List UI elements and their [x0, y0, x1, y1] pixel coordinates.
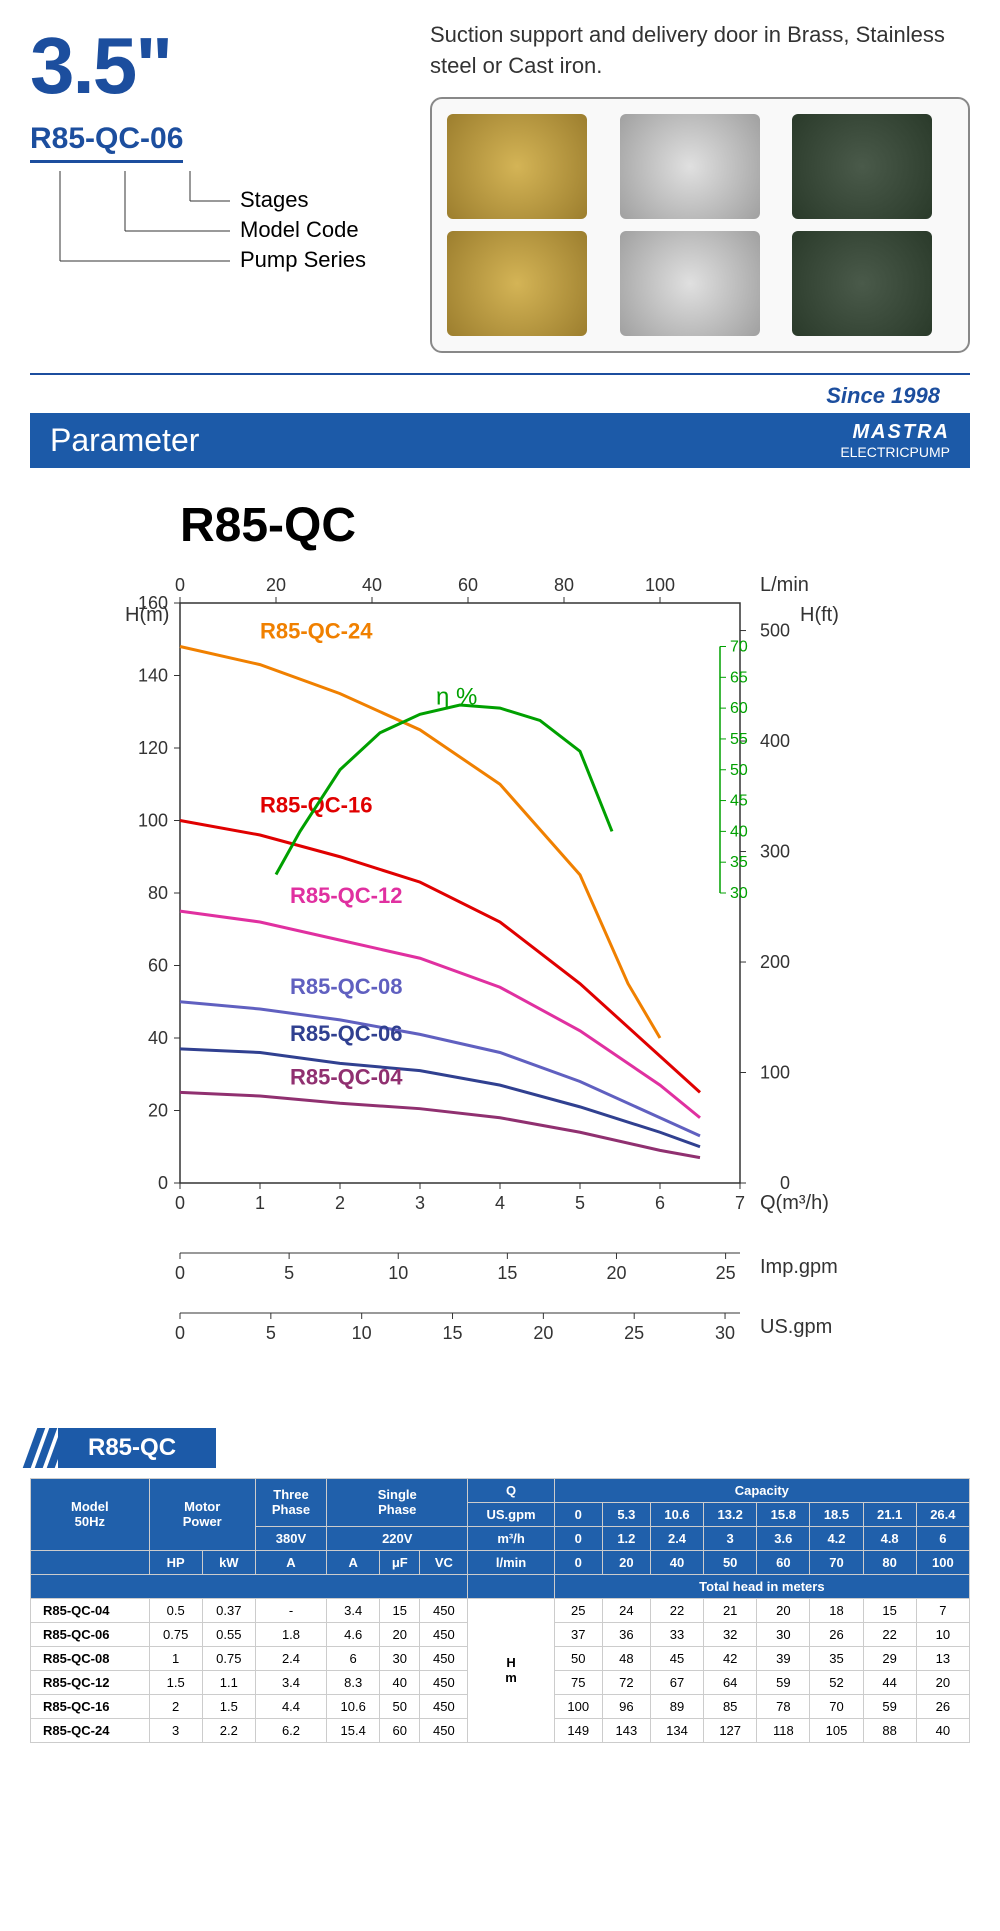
svg-text:55: 55	[730, 731, 748, 748]
since-label: Since 1998	[30, 373, 970, 413]
svg-text:6: 6	[655, 1193, 665, 1213]
svg-text:40: 40	[362, 575, 382, 595]
svg-text:0: 0	[175, 1263, 185, 1283]
svg-text:R85-QC-04: R85-QC-04	[290, 1064, 403, 1089]
svg-text:120: 120	[138, 738, 168, 758]
chart-section: R85-QC 020406080100120140160H(m)02040608…	[0, 468, 1000, 1418]
svg-text:80: 80	[148, 883, 168, 903]
svg-text:3: 3	[415, 1193, 425, 1213]
svg-text:0: 0	[175, 1193, 185, 1213]
right-header: Suction support and delivery door in Bra…	[430, 20, 970, 353]
performance-chart: 020406080100120140160H(m)020406080100L/m…	[80, 563, 920, 1383]
svg-text:35: 35	[730, 854, 748, 871]
svg-text:20: 20	[148, 1100, 168, 1120]
svg-text:10: 10	[388, 1263, 408, 1283]
svg-text:100: 100	[645, 575, 675, 595]
svg-text:5: 5	[575, 1193, 585, 1213]
svg-text:R85-QC-24: R85-QC-24	[260, 618, 373, 643]
product-steel-bottom	[620, 231, 760, 336]
breakdown-diagram: Stages Model Code Pump Series	[30, 171, 390, 291]
svg-text:7: 7	[735, 1193, 745, 1213]
svg-text:10: 10	[352, 1323, 372, 1343]
svg-text:5: 5	[266, 1323, 276, 1343]
model-breakdown: Stages Model Code Pump Series	[30, 171, 390, 297]
svg-text:R85-QC-06: R85-QC-06	[290, 1020, 402, 1045]
svg-text:H(ft): H(ft)	[800, 604, 839, 626]
svg-text:400: 400	[760, 731, 790, 751]
product-brass-top	[447, 114, 587, 219]
svg-text:R85-QC-12: R85-QC-12	[290, 883, 402, 908]
svg-text:80: 80	[554, 575, 574, 595]
size-label: 3.5"	[30, 20, 390, 112]
svg-text:US.gpm: US.gpm	[760, 1316, 832, 1338]
svg-text:0: 0	[780, 1173, 790, 1193]
left-header: 3.5" R85-QC-06 Stages Model Code Pump Se…	[30, 20, 390, 353]
svg-text:0: 0	[175, 575, 185, 595]
svg-text:200: 200	[760, 952, 790, 972]
product-steel-top	[620, 114, 760, 219]
svg-text:140: 140	[138, 665, 168, 685]
svg-text:R85-QC-08: R85-QC-08	[290, 973, 402, 998]
svg-text:30: 30	[715, 1323, 735, 1343]
brand-name: MASTRA	[840, 421, 950, 444]
svg-text:100: 100	[138, 810, 168, 830]
breakdown-series: Pump Series	[240, 247, 366, 272]
table-header-bar: R85-QC	[30, 1428, 970, 1468]
product-iron-top	[792, 114, 932, 219]
table-section: R85-QC Model50HzMotorPowerThreePhaseSing…	[0, 1418, 1000, 1773]
svg-text:60: 60	[148, 955, 168, 975]
svg-text:4: 4	[495, 1193, 505, 1213]
spec-table: Model50HzMotorPowerThreePhaseSinglePhase…	[30, 1478, 970, 1743]
svg-text:30: 30	[730, 885, 748, 902]
svg-text:15: 15	[443, 1323, 463, 1343]
model-code-title: R85-QC-06	[30, 122, 183, 163]
svg-text:50: 50	[730, 761, 748, 778]
svg-text:20: 20	[266, 575, 286, 595]
materials-title: Suction support and delivery door in Bra…	[430, 20, 970, 82]
svg-text:0: 0	[175, 1323, 185, 1343]
brand-sub: ELECTRICPUMP	[840, 444, 950, 460]
svg-text:2: 2	[335, 1193, 345, 1213]
svg-text:70: 70	[730, 638, 748, 655]
svg-text:0: 0	[158, 1173, 168, 1193]
svg-text:60: 60	[458, 575, 478, 595]
header-section: 3.5" R85-QC-06 Stages Model Code Pump Se…	[0, 0, 1000, 373]
svg-text:60: 60	[730, 700, 748, 717]
product-grid	[430, 97, 970, 353]
parameter-title: Parameter	[50, 422, 840, 459]
svg-text:L/min: L/min	[760, 574, 809, 596]
brand-logo: MASTRA ELECTRICPUMP	[840, 421, 950, 460]
svg-text:65: 65	[730, 669, 748, 686]
svg-text:Q(m³/h): Q(m³/h)	[760, 1192, 829, 1214]
table-header-label: R85-QC	[58, 1428, 216, 1468]
svg-text:500: 500	[760, 620, 790, 640]
svg-text:H(m): H(m)	[125, 604, 169, 626]
svg-text:η %: η %	[436, 683, 477, 710]
breakdown-modelcode: Model Code	[240, 217, 359, 242]
breakdown-stages: Stages	[240, 187, 309, 212]
svg-text:40: 40	[730, 823, 748, 840]
svg-text:45: 45	[730, 792, 748, 809]
svg-text:15: 15	[497, 1263, 517, 1283]
parameter-banner: Parameter MASTRA ELECTRICPUMP	[30, 413, 970, 468]
svg-text:20: 20	[533, 1323, 553, 1343]
svg-text:20: 20	[606, 1263, 626, 1283]
svg-text:25: 25	[624, 1323, 644, 1343]
svg-text:Imp.gpm: Imp.gpm	[760, 1256, 838, 1278]
svg-text:5: 5	[284, 1263, 294, 1283]
svg-text:40: 40	[148, 1028, 168, 1048]
svg-text:300: 300	[760, 841, 790, 861]
chart-title: R85-QC	[180, 498, 920, 553]
svg-text:100: 100	[760, 1062, 790, 1082]
svg-text:25: 25	[716, 1263, 736, 1283]
product-brass-bottom	[447, 231, 587, 336]
svg-text:1: 1	[255, 1193, 265, 1213]
product-iron-bottom	[792, 231, 932, 336]
